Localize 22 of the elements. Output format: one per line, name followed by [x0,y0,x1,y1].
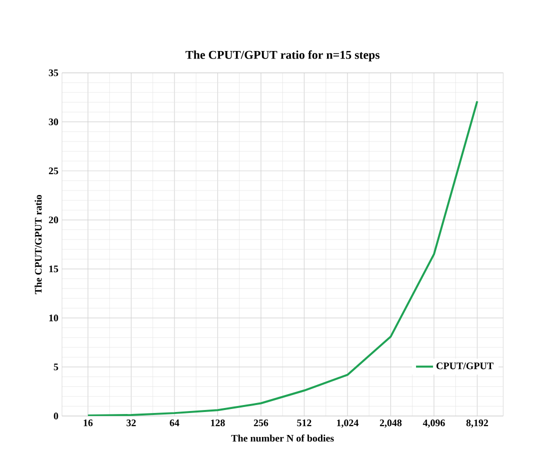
x-tick-label: 256 [254,420,268,426]
x-tick-label: 32 [126,420,136,426]
x-tick-label: 64 [170,420,180,426]
chart-title: The CPUT/GPUT ratio for n=15 steps [186,50,380,62]
y-tick-label: 15 [49,266,58,272]
x-axis-title: The number N of bodies [231,434,334,442]
x-tick-label: 512 [297,420,312,426]
x-tick-label: 16 [84,420,93,426]
y-tick-label: 25 [48,168,58,174]
y-tick-label: 30 [48,118,58,126]
x-tick-label: 8,192 [466,420,488,428]
x-tick-label: 4,096 [422,420,445,428]
y-tick-label: 0 [54,412,58,420]
x-tick-label: 1,024 [337,420,358,428]
x-tick-label: 2,048 [380,420,402,428]
x-tick-label: 128 [211,420,225,426]
y-tick-label: 5 [54,364,58,370]
y-tick-label: 20 [48,216,58,224]
y-axis-title: The CPUT/GPUT ratio [34,194,42,294]
legend-label: CPUT/GPUT [436,362,494,370]
y-tick-label: 35 [48,69,58,76]
y-tick-label: 10 [49,314,58,322]
